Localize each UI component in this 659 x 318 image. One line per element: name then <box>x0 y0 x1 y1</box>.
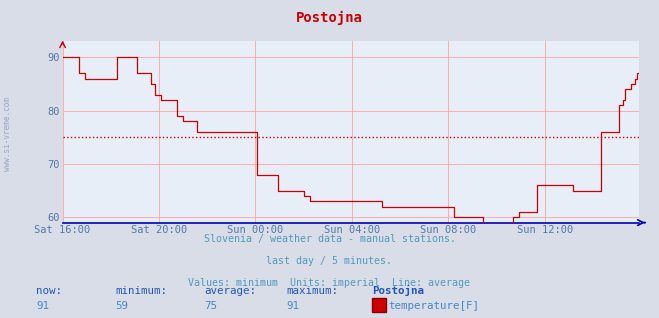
Text: 59: 59 <box>115 301 129 311</box>
Text: now:: now: <box>36 287 62 296</box>
Text: Postojna: Postojna <box>296 11 363 25</box>
Text: Postojna: Postojna <box>372 285 424 296</box>
Text: 91: 91 <box>36 301 49 311</box>
Text: average:: average: <box>204 287 256 296</box>
Text: 75: 75 <box>204 301 217 311</box>
Text: temperature[F]: temperature[F] <box>389 301 480 311</box>
Text: Values: minimum  Units: imperial  Line: average: Values: minimum Units: imperial Line: av… <box>188 278 471 288</box>
Text: maximum:: maximum: <box>287 287 339 296</box>
Text: minimum:: minimum: <box>115 287 167 296</box>
Text: last day / 5 minutes.: last day / 5 minutes. <box>266 256 393 266</box>
Text: Slovenia / weather data - manual stations.: Slovenia / weather data - manual station… <box>204 234 455 244</box>
Text: 91: 91 <box>287 301 300 311</box>
Text: www.si-vreme.com: www.si-vreme.com <box>3 97 13 170</box>
